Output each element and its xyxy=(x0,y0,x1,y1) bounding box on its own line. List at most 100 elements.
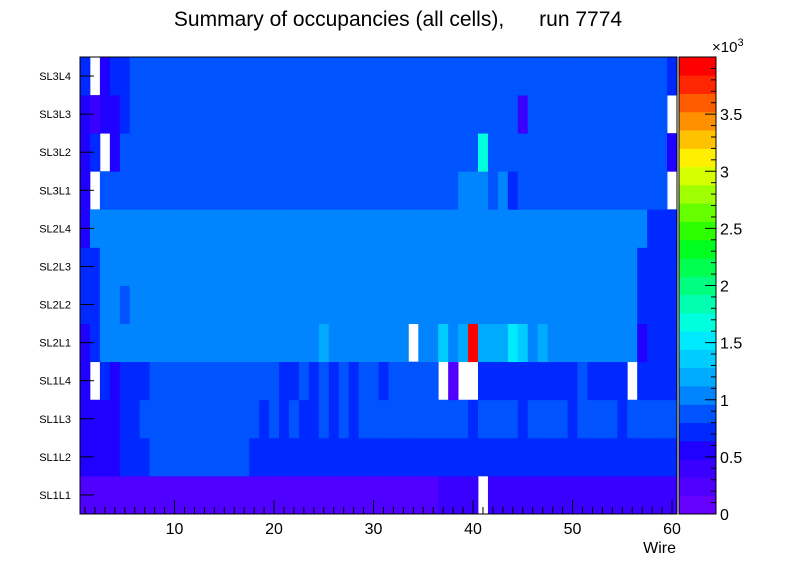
heatmap-cell xyxy=(308,57,320,96)
heatmap-cell xyxy=(587,437,598,477)
heatmap-cell xyxy=(298,285,310,324)
heatmap-cell xyxy=(597,209,608,248)
heatmap-cell xyxy=(647,133,658,172)
heatmap-cell xyxy=(647,209,658,248)
heatmap-cell xyxy=(557,95,568,134)
heatmap-cell xyxy=(537,475,549,515)
heatmap-cell xyxy=(388,285,399,324)
heatmap-cell xyxy=(647,361,658,401)
heatmap-cell xyxy=(637,285,648,324)
heatmap-cell xyxy=(119,133,131,172)
heatmap-cell xyxy=(368,133,379,172)
heatmap-cell xyxy=(199,171,210,210)
heatmap-cell xyxy=(378,95,389,134)
palette-swatch xyxy=(679,459,716,478)
heatmap-cell xyxy=(547,285,558,324)
heatmap-cell xyxy=(219,171,230,210)
heatmap-cell xyxy=(468,171,479,210)
heatmap-cell xyxy=(398,285,409,324)
heatmap-cell xyxy=(408,171,419,210)
heatmap-cell xyxy=(408,247,419,286)
heatmap-cell xyxy=(249,475,260,515)
heatmap-cell xyxy=(209,247,220,286)
heatmap-cell xyxy=(229,361,240,401)
heatmap-cell xyxy=(338,133,350,172)
heatmap-cell xyxy=(328,209,340,248)
heatmap-cell xyxy=(288,133,300,172)
heatmap-cell xyxy=(468,475,479,515)
heatmap-cell xyxy=(308,323,320,363)
heatmap-cell xyxy=(567,57,578,96)
heatmap-cell xyxy=(577,247,588,286)
heatmap-cell xyxy=(199,323,210,363)
heatmap-cell xyxy=(169,475,180,515)
heatmap-cell xyxy=(398,247,409,286)
heatmap-cell xyxy=(149,285,160,324)
heatmap-cell xyxy=(607,399,618,439)
heatmap-cell xyxy=(259,475,270,515)
heatmap-cell xyxy=(577,133,588,172)
y-tick-label: SL1L1 xyxy=(39,490,71,502)
palette-swatch xyxy=(679,477,716,497)
heatmap-cell xyxy=(587,247,598,286)
heatmap-cell xyxy=(209,323,220,363)
heatmap-cell xyxy=(279,323,290,363)
heatmap-cell xyxy=(637,475,648,515)
heatmap-cell xyxy=(637,323,648,363)
heatmap-cell xyxy=(637,247,648,286)
heatmap-cell xyxy=(318,95,330,134)
heatmap-cell xyxy=(149,95,160,134)
heatmap-cell xyxy=(478,437,489,477)
heatmap-cell xyxy=(338,57,350,96)
heatmap-cell xyxy=(209,361,220,401)
heatmap-cell xyxy=(328,247,340,286)
heatmap-cell xyxy=(338,171,350,210)
heatmap-cell xyxy=(288,399,300,439)
heatmap-cell xyxy=(139,133,151,172)
heatmap-cell xyxy=(348,399,359,439)
heatmap-cell xyxy=(219,57,230,96)
heatmap-cell xyxy=(209,437,220,477)
heatmap-cell xyxy=(318,57,330,96)
heatmap-cell xyxy=(318,171,330,210)
heatmap-cell xyxy=(408,437,419,477)
heatmap-cell xyxy=(298,247,310,286)
heatmap-cell xyxy=(338,285,350,324)
heatmap-cell xyxy=(239,361,250,401)
heatmap-cell xyxy=(229,437,240,477)
heatmap-cell xyxy=(279,171,290,210)
heatmap-cell xyxy=(408,399,419,439)
heatmap-cell xyxy=(458,323,469,363)
heatmap-cell xyxy=(239,323,250,363)
heatmap-cell xyxy=(527,57,539,96)
heatmap-cell xyxy=(667,285,678,324)
heatmap-cell xyxy=(239,399,250,439)
heatmap-cell xyxy=(318,399,330,439)
heatmap-cell xyxy=(517,361,529,401)
heatmap-cell xyxy=(189,323,200,363)
heatmap-cell xyxy=(288,361,300,401)
heatmap-cell xyxy=(189,361,200,401)
heatmap-cell xyxy=(468,323,479,363)
heatmap-cell xyxy=(378,285,389,324)
heatmap-cell xyxy=(487,57,499,96)
heatmap-cell xyxy=(487,437,499,477)
heatmap-cell xyxy=(388,57,399,96)
heatmap-cell xyxy=(547,57,558,96)
heatmap-cell xyxy=(507,209,519,248)
heatmap-cell xyxy=(637,171,648,210)
heatmap-cell xyxy=(159,399,170,439)
heatmap-cell xyxy=(398,57,409,96)
heatmap-cell xyxy=(577,437,588,477)
heatmap-cell xyxy=(487,247,499,286)
heatmap-cell xyxy=(378,209,389,248)
heatmap-cell xyxy=(617,475,628,515)
heatmap-cell xyxy=(487,475,499,515)
palette-swatch xyxy=(679,148,716,168)
heatmap-cell xyxy=(557,475,568,515)
heatmap-cell xyxy=(129,133,141,172)
palette-swatch xyxy=(679,386,716,405)
heatmap-cell xyxy=(627,95,638,134)
heatmap-cell xyxy=(269,323,280,363)
heatmap-cell xyxy=(478,247,489,286)
